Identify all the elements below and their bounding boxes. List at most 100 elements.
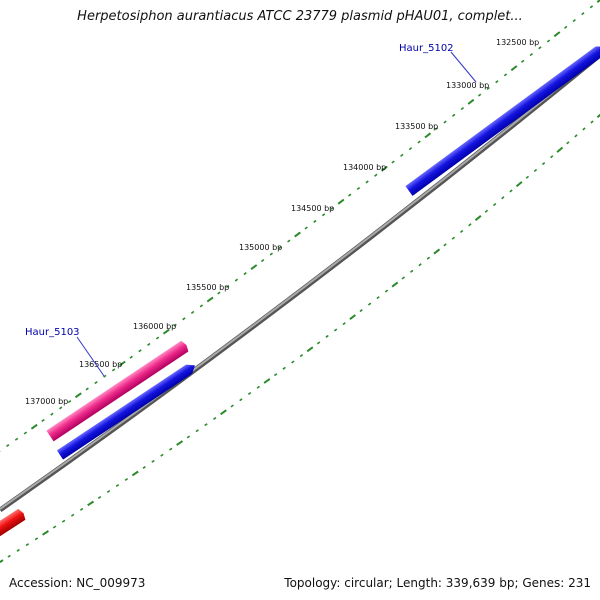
major-tick [467, 98, 475, 105]
minor-tick [204, 423, 208, 427]
major-tick [30, 423, 38, 430]
minor-tick [417, 140, 421, 144]
minor-tick [590, 120, 594, 124]
minor-tick [103, 374, 107, 378]
major-tick [391, 281, 399, 288]
gene-haur-5102-arrow[interactable] [405, 42, 600, 196]
gene-forward-arrow[interactable] [56, 361, 198, 460]
minor-tick [574, 134, 578, 138]
minor-tick [410, 269, 414, 273]
minor-tick [451, 236, 456, 240]
major-tick [474, 215, 482, 221]
minor-tick [400, 153, 404, 157]
minor-tick [374, 173, 378, 177]
minor-tick [376, 296, 380, 300]
plasmid-backbone-highlight [0, 53, 600, 510]
minor-tick [459, 229, 464, 234]
minor-tick [359, 309, 363, 313]
gene-label-haur-5103[interactable]: Haur_5103 [25, 327, 80, 338]
minor-tick [230, 404, 234, 408]
minor-tick [434, 127, 439, 131]
tick-labels: 132500 bp 133000 bp 133500 bp 134000 bp 1345… [25, 38, 539, 406]
major-tick [206, 296, 214, 303]
minor-tick [342, 322, 346, 326]
minor-tick [182, 317, 186, 321]
minor-tick [333, 328, 338, 332]
minor-tick [356, 186, 361, 191]
minor-tick [348, 193, 352, 197]
minor-tick [367, 302, 372, 306]
minor-tick [426, 256, 431, 260]
major-tick [349, 314, 357, 320]
minor-tick [256, 385, 260, 389]
inner-tick-track [0, 113, 600, 564]
minor-tick [529, 52, 533, 57]
minor-tick [533, 168, 538, 173]
minor-tick [330, 206, 334, 210]
minor-tick [151, 459, 155, 463]
minor-tick [217, 291, 221, 295]
major-tick [306, 346, 314, 353]
minor-tick [316, 341, 321, 345]
minor-tick [169, 447, 173, 451]
minor-tick [564, 25, 568, 29]
minor-tick [41, 418, 45, 422]
minor-tick [52, 525, 57, 529]
minor-tick [199, 304, 204, 308]
map-title: Herpetosiphon aurantiacus ATCC 23779 pla… [77, 9, 523, 24]
minor-tick [243, 272, 247, 276]
minor-tick [195, 429, 199, 433]
tick-label: 132500 bp [496, 38, 539, 47]
tick-label: 137000 bp [25, 397, 68, 406]
minor-tick [460, 106, 465, 111]
major-tick [381, 165, 388, 172]
major-tick [294, 231, 301, 238]
minor-tick [492, 202, 497, 207]
minor-tick [225, 285, 230, 289]
tick-label: 133000 bp [446, 81, 489, 90]
minor-tick [25, 543, 30, 547]
minor-tick [124, 477, 129, 481]
minor-tick [304, 226, 308, 230]
minor-tick [190, 310, 195, 314]
minor-tick [365, 180, 369, 184]
minor-tick [452, 113, 456, 117]
minor-tick [546, 39, 551, 43]
minor-tick [50, 412, 54, 416]
minor-tick [61, 519, 66, 523]
minor-tick [443, 120, 447, 124]
minor-tick [213, 416, 217, 420]
major-tick [596, 0, 600, 3]
minor-tick [501, 196, 505, 200]
minor-tick [299, 354, 304, 358]
minor-tick [550, 155, 554, 159]
major-tick [176, 440, 184, 446]
minor-tick [418, 263, 422, 267]
minor-tick [538, 46, 542, 50]
minor-tick [313, 219, 317, 223]
red-feature-bar[interactable] [0, 508, 27, 541]
minor-tick [34, 537, 39, 541]
major-tick [220, 409, 227, 416]
gene-haur-5103-bar[interactable] [46, 340, 190, 442]
minor-tick [234, 278, 239, 282]
minor-tick [16, 548, 20, 552]
minor-tick [111, 368, 116, 372]
minor-tick [269, 252, 273, 256]
minor-tick [7, 554, 11, 558]
haur-5103-leader-line [76, 336, 105, 377]
minor-tick [14, 437, 19, 441]
gene-label-haur-5102[interactable]: Haur_5102 [399, 43, 454, 54]
major-tick [0, 559, 4, 564]
minor-tick [155, 336, 160, 340]
minor-tick [97, 495, 102, 499]
major-tick [337, 198, 345, 205]
major-tick [87, 500, 95, 507]
tick-label: 136000 bp [133, 322, 176, 331]
major-tick [250, 264, 258, 271]
major-tick [424, 132, 432, 139]
major-tick [433, 248, 441, 255]
minor-tick [142, 465, 146, 469]
minor-tick [239, 398, 243, 402]
